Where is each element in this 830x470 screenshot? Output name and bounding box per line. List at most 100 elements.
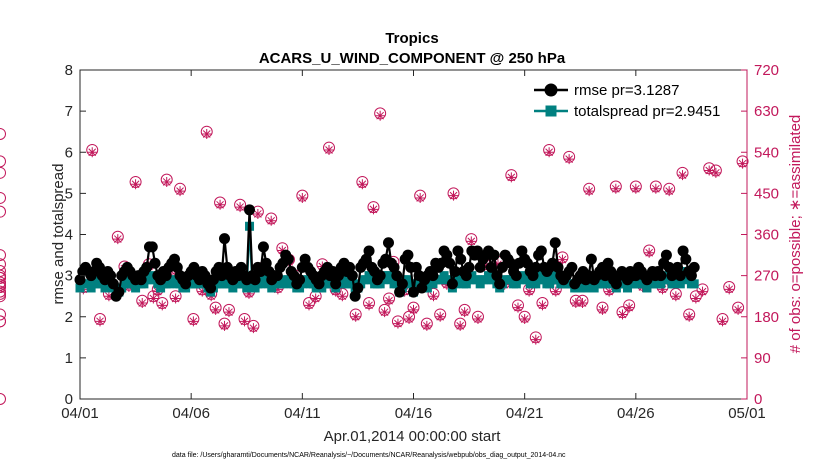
obs-assimilated-point	[87, 147, 98, 158]
rmse-point	[113, 286, 125, 298]
obs-assimilated-point	[197, 286, 208, 297]
obs-assimilated-point	[644, 247, 655, 258]
y-axis-right: 0 90 180 270 360 450 540 630 720	[741, 62, 779, 408]
obs-assimilated-point	[704, 165, 715, 176]
obs-assimilated-point	[272, 284, 283, 295]
obs-assimilated-point	[103, 291, 114, 302]
obs-assimilated-point	[697, 286, 708, 297]
obs-assimilated-point	[379, 307, 390, 318]
obs-assimilated-point	[404, 314, 415, 325]
obs-assimilated-point	[112, 234, 123, 245]
rmse-point	[494, 278, 506, 290]
obs-assimilated-point	[597, 304, 608, 315]
rmse-point	[463, 261, 475, 273]
rmse-point	[363, 245, 375, 257]
obs-assimilated-point	[357, 179, 368, 190]
y-axis-label-right: # of obs: o=possible; ∗=assimilated	[787, 115, 804, 354]
x-tick-label: 04/01	[61, 405, 99, 422]
obs-possible-point	[0, 249, 6, 262]
totalspread-point	[242, 283, 252, 293]
obs-assimilated-point	[252, 208, 263, 219]
y-tick-label: 3	[65, 268, 73, 285]
obs-possible-point	[0, 290, 6, 303]
obs-assimilated-point	[175, 186, 186, 197]
obs-assimilated-point	[148, 293, 159, 304]
obs-assimilated-point	[524, 286, 535, 297]
rmse-point	[435, 257, 447, 269]
y-tick-label-right: 450	[754, 185, 779, 202]
rmse-point	[408, 286, 419, 298]
obs-possible-point	[0, 265, 6, 278]
y-tick-label: 1	[65, 350, 73, 367]
rmse-point	[549, 237, 561, 249]
y-tick-label-right: 630	[754, 103, 779, 120]
obs-possible-point	[0, 278, 6, 291]
obs-assimilated-point	[466, 236, 477, 247]
obs-possible-point	[0, 191, 6, 204]
obs-assimilated-point	[737, 158, 748, 169]
obs-assimilated-point	[304, 300, 315, 311]
obs-assimilated-point	[455, 320, 466, 331]
obs-assimilated-point	[557, 254, 568, 265]
totalspread-point	[689, 279, 699, 289]
obs-assimilated-point	[170, 293, 181, 304]
obs-assimilated-point	[670, 291, 681, 302]
obs-assimilated-point	[519, 314, 530, 325]
rmse-point	[391, 270, 403, 282]
rmse-point	[244, 204, 256, 216]
obs-assimilated-point	[537, 300, 548, 311]
obs-assimilated-point	[428, 291, 439, 302]
rmse-point	[402, 249, 414, 261]
obs-assimilated-point	[364, 300, 375, 311]
rmse-point	[485, 261, 497, 273]
obs-assimilated-point	[421, 320, 432, 331]
obs-assimilated-point	[210, 304, 221, 315]
legend: rmse pr=3.1287 totalspread pr=2.9451	[528, 77, 740, 123]
y-tick-label-right: 90	[754, 350, 771, 367]
obs-assimilated-point	[624, 302, 635, 313]
rmse-point	[444, 257, 456, 269]
obs-assimilated-point	[137, 298, 148, 309]
obs-assimilated-point	[235, 202, 246, 213]
obs-assimilated-point	[564, 154, 575, 165]
chart-title: Tropics	[385, 30, 438, 47]
rmse-point	[688, 261, 700, 273]
obs-assimilated-point	[248, 323, 259, 334]
x-axis: 04/01 04/06 04/11 04/16 04/21 04/26 05/01	[61, 70, 766, 422]
obs-assimilated-point	[657, 284, 668, 295]
rmse-point	[141, 261, 153, 273]
obs-possible-point	[0, 205, 6, 218]
obs-assimilated-point	[223, 307, 234, 318]
rmse-point	[566, 261, 578, 273]
rmse-point	[216, 270, 228, 282]
obs-assimilated-point	[350, 311, 361, 322]
rmse-point	[346, 270, 358, 282]
obs-assimilated-point	[710, 167, 721, 178]
totalspread-point	[675, 279, 685, 289]
obs-assimilated-point	[577, 298, 588, 309]
rmse-point	[107, 278, 119, 290]
obs-assimilated-point	[724, 284, 735, 295]
obs-assimilated-point	[717, 316, 728, 327]
rmse-point	[446, 278, 458, 290]
obs-assimilated-point	[472, 314, 483, 325]
x-tick-label: 04/06	[172, 405, 210, 422]
rmse-point	[374, 270, 386, 282]
y-tick-label: 6	[65, 144, 73, 161]
obs-possible-point	[0, 308, 6, 321]
obs-assimilated-point	[215, 199, 226, 210]
totalspread-point	[256, 279, 266, 289]
plot-area	[79, 69, 748, 400]
y-tick-label-right: 270	[754, 268, 779, 285]
x-tick-label: 04/11	[284, 405, 320, 422]
obs-assimilated-point	[610, 183, 621, 194]
rmse-point	[471, 245, 483, 257]
obs-assimilated-point	[459, 307, 470, 318]
obs-assimilated-point	[415, 192, 426, 203]
obs-assimilated-point	[324, 144, 335, 155]
x-tick-label: 04/21	[506, 405, 544, 422]
rmse-point	[219, 233, 231, 245]
rmse-point	[427, 270, 439, 282]
chart-subtitle: ACARS_U_WIND_COMPONENT @ 250 hPa	[259, 50, 566, 67]
y-tick-label: 8	[65, 62, 73, 79]
